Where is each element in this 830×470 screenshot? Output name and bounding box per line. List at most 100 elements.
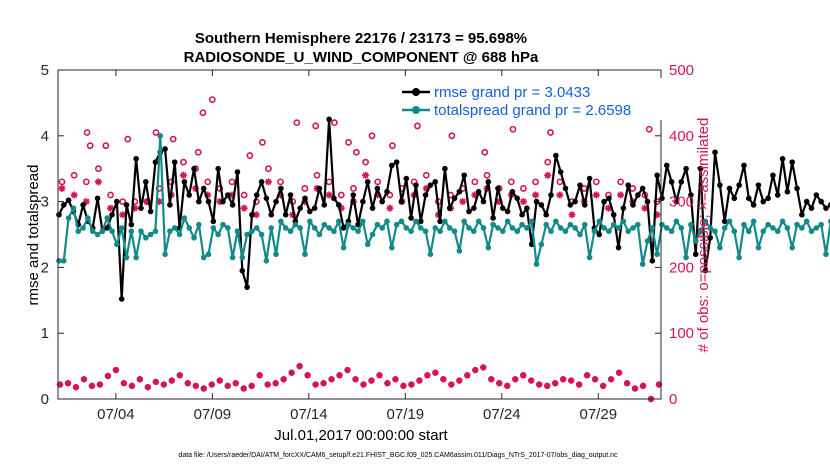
rmse-point xyxy=(625,182,631,188)
obs-possible-marker xyxy=(199,109,207,117)
rmse-point xyxy=(818,198,824,205)
rmse-point xyxy=(803,198,810,205)
obs-assimilated-marker xyxy=(179,171,187,179)
obs-low-assimilated-marker xyxy=(80,376,88,383)
rmse-point xyxy=(717,182,723,188)
totalspread-point xyxy=(70,205,77,211)
obs-low-assimilated-marker xyxy=(368,377,375,384)
rmse-point xyxy=(384,188,390,195)
totalspread-point xyxy=(374,221,381,228)
rmse-point xyxy=(142,179,149,185)
rmse-point xyxy=(581,202,588,208)
obs-low-assimilated-marker xyxy=(112,366,120,374)
rmse-point xyxy=(287,192,294,198)
right-y-tick-label: 300 xyxy=(669,194,694,211)
x-tick-label: 07/29 xyxy=(580,406,618,423)
obs-assimilated-marker xyxy=(82,198,90,206)
obs-assimilated-marker xyxy=(422,184,430,192)
totalspread-point xyxy=(326,225,332,231)
totalspread-point xyxy=(350,225,357,231)
rmse-point xyxy=(683,165,689,172)
obs-low-assimilated-marker xyxy=(623,380,631,387)
totalspread-point xyxy=(504,218,511,225)
left-y-tick-label: 5 xyxy=(41,62,49,79)
obs-possible-marker xyxy=(352,148,360,156)
obs-low-assimilated-marker xyxy=(512,376,519,383)
rmse-point xyxy=(200,185,207,192)
rmse-point xyxy=(244,284,250,290)
totalspread-point xyxy=(369,231,376,238)
rmse-point xyxy=(649,258,656,264)
totalspread-point xyxy=(755,244,762,251)
rmse-point xyxy=(461,172,467,179)
obs-possible-marker xyxy=(414,122,421,130)
totalspread-point xyxy=(649,225,656,231)
x-tick-label: 07/04 xyxy=(97,406,135,423)
totalspread-point xyxy=(85,215,91,221)
totalspread-point xyxy=(548,228,554,235)
totalspread-point xyxy=(692,238,699,244)
rmse-point xyxy=(393,159,400,165)
rmse-point xyxy=(138,205,144,211)
totalspread-point xyxy=(770,225,776,231)
rmse-point xyxy=(181,179,188,185)
totalspread-point xyxy=(813,225,820,231)
left-y-tick-label: 4 xyxy=(41,128,49,145)
rmse-point xyxy=(186,192,193,198)
obs-low-assimilated-marker xyxy=(144,383,152,391)
left-y-tick-label: 0 xyxy=(41,391,49,408)
rmse-point xyxy=(731,195,738,202)
legend-rmse-marker xyxy=(412,88,420,96)
obs-low-assimilated-marker xyxy=(224,382,231,390)
legend-rmse-label: rmse grand pr = 3.0433 xyxy=(434,84,590,101)
totalspread-point xyxy=(162,251,168,258)
totalspread-point xyxy=(784,225,791,231)
obs-low-assimilated-marker xyxy=(392,376,399,383)
totalspread-point xyxy=(803,218,810,225)
obs-possible-marker xyxy=(592,178,600,186)
totalspread-point xyxy=(553,218,559,225)
totalspread-point xyxy=(823,251,829,258)
rmse-point xyxy=(215,165,221,172)
totalspread-point xyxy=(196,221,202,228)
totalspread-point xyxy=(147,231,154,238)
totalspread-point xyxy=(417,225,424,231)
obs-low-assimilated-marker xyxy=(583,372,591,379)
totalspread-point xyxy=(712,228,718,235)
rmse-point xyxy=(408,215,414,221)
obs-low-assimilated-marker xyxy=(400,382,407,390)
rmse-point xyxy=(335,202,342,208)
totalspread-point xyxy=(249,228,255,235)
obs-low-assimilated-marker xyxy=(88,382,96,390)
obs-possible-marker xyxy=(293,119,301,127)
rmse-point xyxy=(398,198,405,205)
obs-low-assimilated-marker xyxy=(96,381,104,388)
rmse-point xyxy=(750,202,757,208)
obs-possible-marker xyxy=(240,191,248,199)
totalspread-point xyxy=(432,225,439,231)
rmse-point xyxy=(196,198,202,205)
rmse-point xyxy=(437,218,443,225)
obs-low-assimilated-marker xyxy=(607,376,615,383)
rmse-point xyxy=(562,185,569,192)
totalspread-point xyxy=(273,251,279,258)
totalspread-point xyxy=(471,228,477,235)
rmse-point xyxy=(432,179,439,185)
obs-possible-marker xyxy=(362,158,369,166)
obs-assimilated-marker xyxy=(216,198,224,206)
right-y-tick-label: 100 xyxy=(669,325,694,342)
totalspread-point xyxy=(601,225,607,231)
obs-assimilated-marker xyxy=(143,198,151,206)
rmse-point xyxy=(779,156,786,162)
totalspread-point xyxy=(171,225,178,231)
totalspread-point xyxy=(789,244,796,251)
obs-assimilated-marker xyxy=(532,191,540,199)
rmse-point xyxy=(466,208,472,215)
rmse-point xyxy=(475,188,482,195)
x-tick-label: 07/19 xyxy=(387,406,425,423)
plot-background xyxy=(58,70,661,399)
obs-low-assimilated-marker xyxy=(440,376,447,383)
rmse-point xyxy=(422,192,429,198)
obs-low-assimilated-marker xyxy=(432,369,439,376)
rmse-point xyxy=(350,192,357,198)
